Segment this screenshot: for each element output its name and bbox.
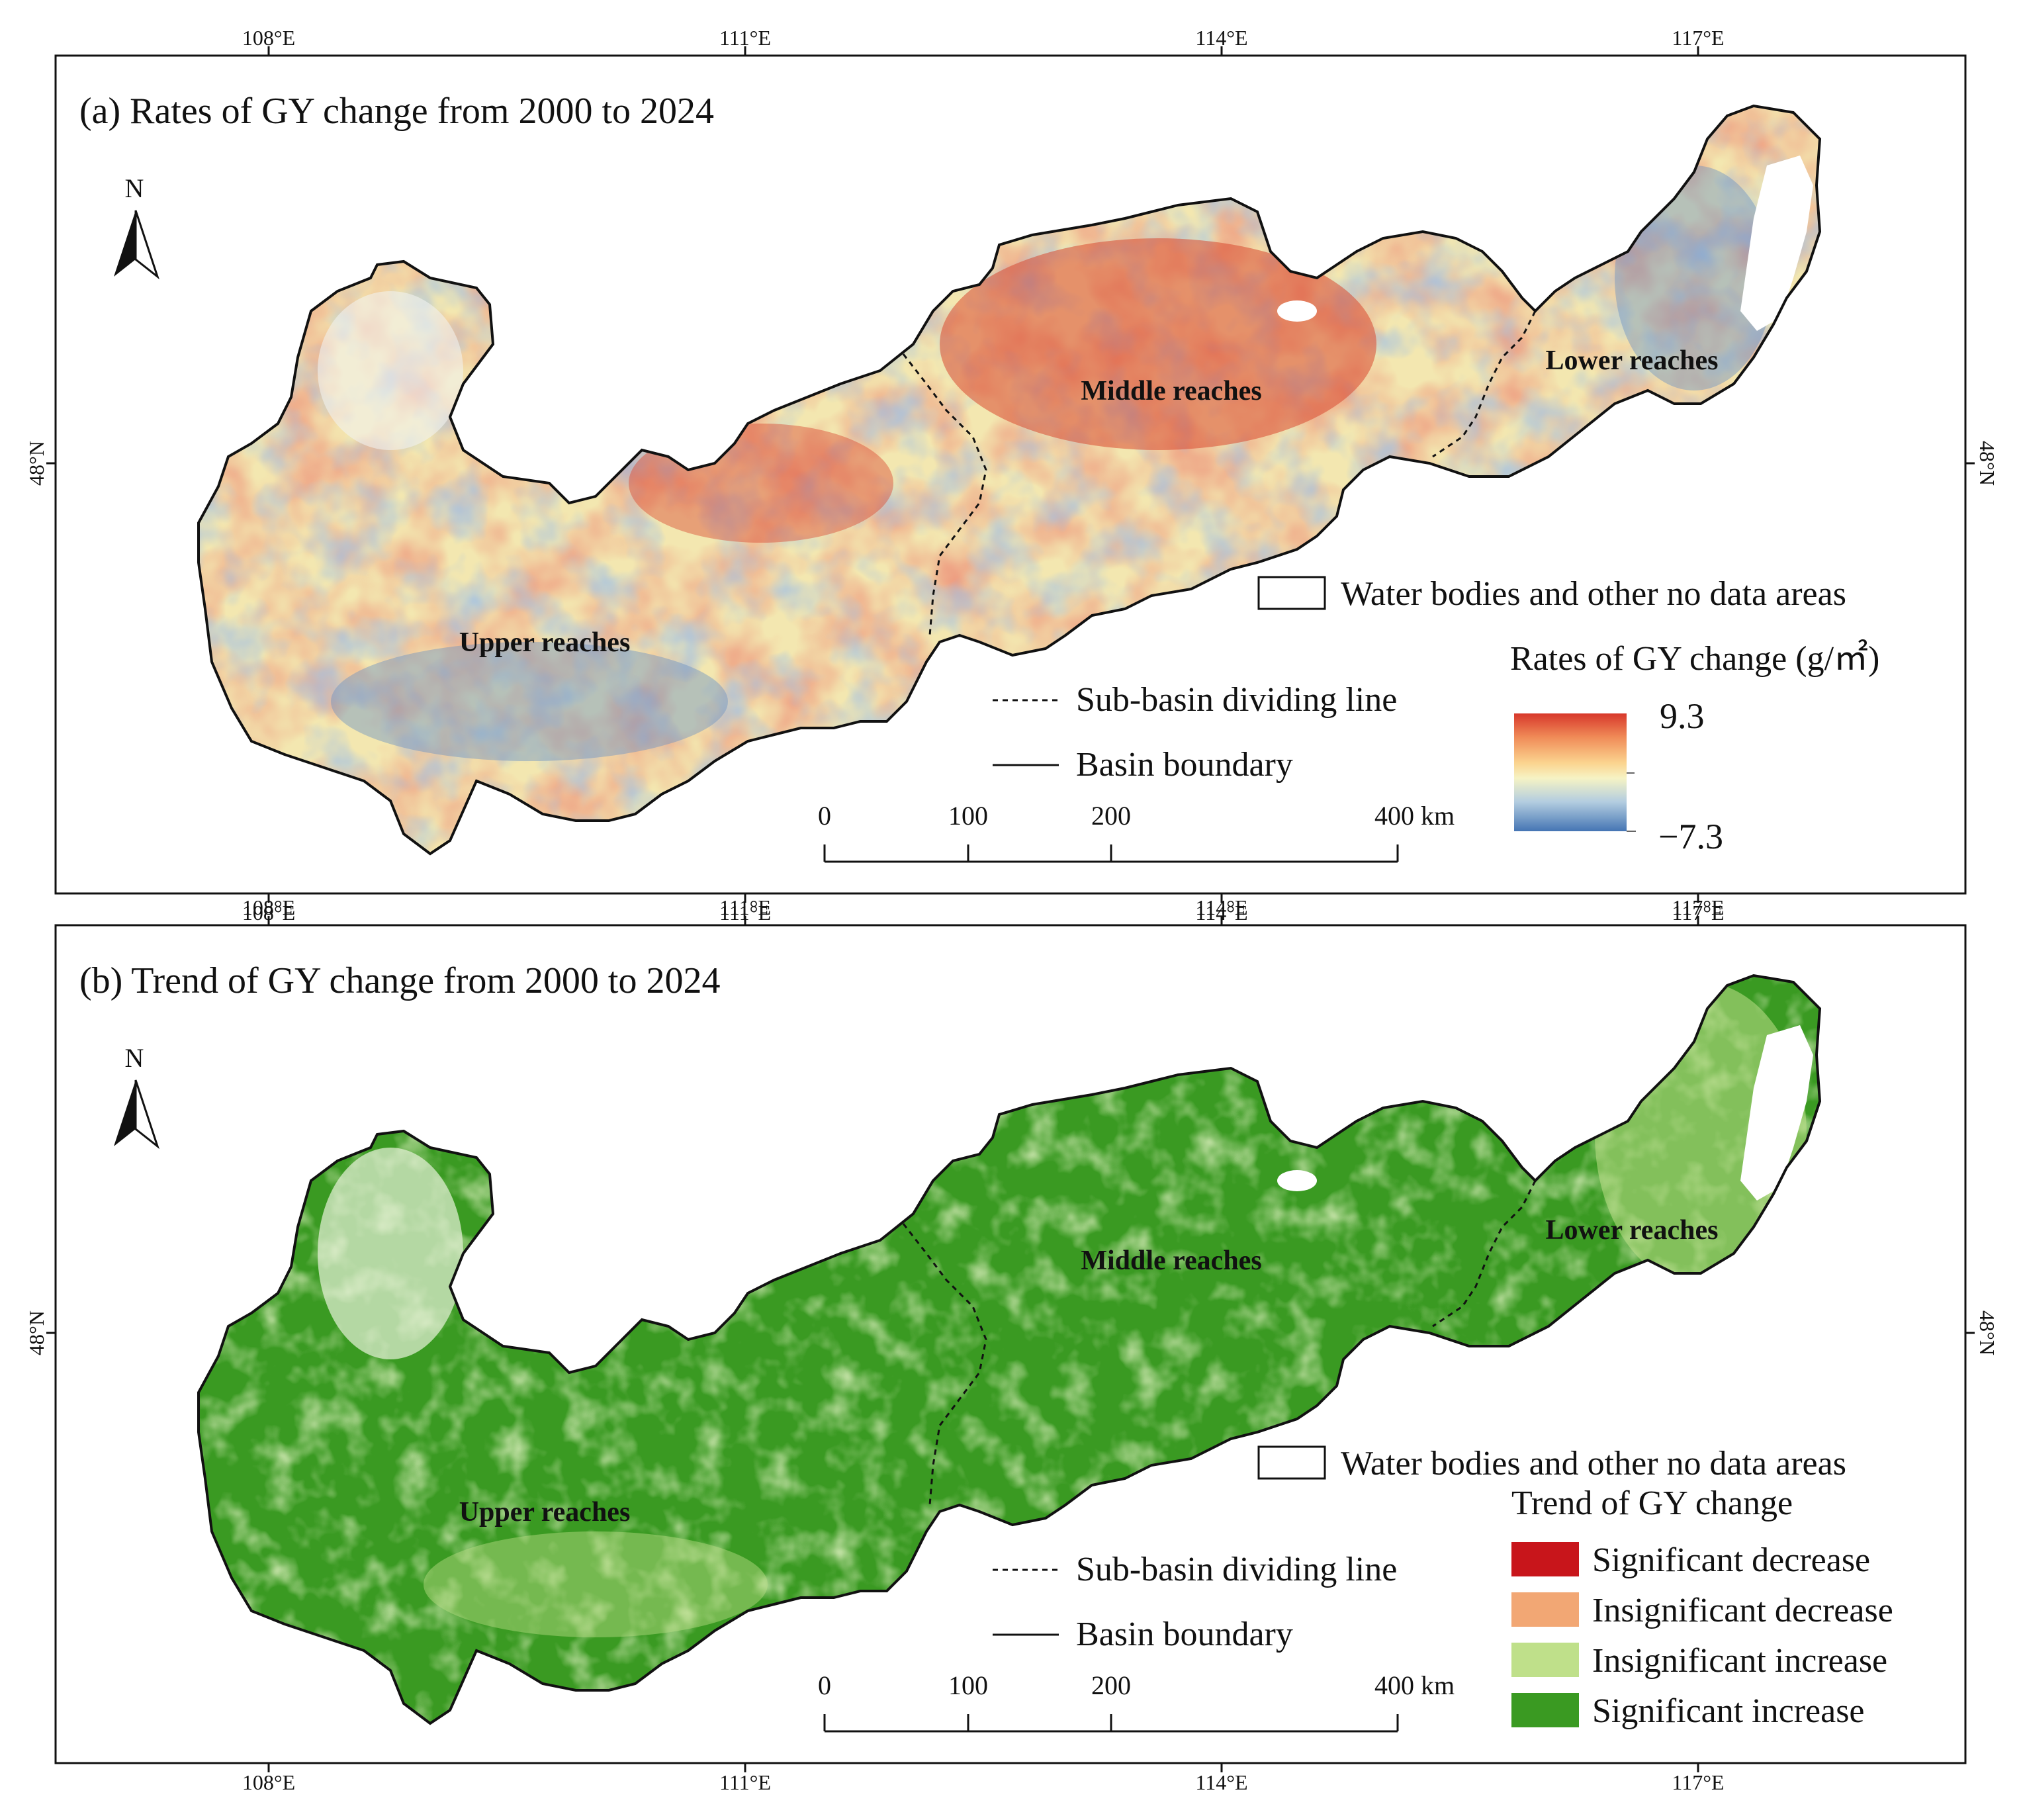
- north-arrow-icon: N: [114, 1043, 159, 1150]
- legend-class-swatch: [1511, 1693, 1579, 1727]
- panel-title: (b) Trend of GY change from 2000 to 2024: [79, 960, 720, 1001]
- lon-label-top: 114°E: [1195, 895, 1247, 919]
- lon-label-top: 114°E: [1195, 26, 1247, 50]
- north-arrow-label: N: [125, 1043, 144, 1073]
- panel-a: 108°E 108°E 111°E 111°E 114°E 114°E 117°E 117°E…: [24, 26, 1999, 925]
- region-label-upper: Upper reaches: [459, 1497, 631, 1527]
- legend-water-swatch: [1257, 576, 1326, 610]
- coolspot-upper: [331, 642, 728, 761]
- scale-bar-tick-label: 100: [948, 1670, 988, 1700]
- lat-label-left: 48°N: [24, 1310, 48, 1355]
- light-northwest: [318, 1148, 463, 1359]
- legend-color-ramp: [1514, 713, 1627, 831]
- lon-label-top: 117°E: [1672, 895, 1724, 919]
- region-label-middle: Middle reaches: [1081, 1246, 1261, 1276]
- lat-label-left: 48°N: [24, 441, 48, 486]
- legend-boundary-label: Basin boundary: [1076, 746, 1293, 784]
- legend-ramp-min: −7.3: [1658, 817, 1723, 856]
- legend-class-swatch: [1511, 1643, 1579, 1677]
- north-arrow-right-half: [134, 1079, 159, 1150]
- lon-label-bottom: 114°E: [1195, 1770, 1247, 1794]
- region-label-middle: Middle reaches: [1081, 376, 1261, 406]
- legend-water-label: Water bodies and other no data areas: [1341, 1445, 1846, 1482]
- legend-ramp-max: 9.3: [1660, 696, 1705, 736]
- panel-title: (a) Rates of GY change from 2000 to 2024: [79, 91, 714, 132]
- scale-bar-tick-label: 0: [818, 1670, 831, 1700]
- scale-bar-end-label: 400 km: [1374, 801, 1455, 831]
- panel-b: 108°E 108°E 111°E 111°E 114°E 114°E 117°E 117°E…: [24, 895, 1999, 1794]
- legend-water-swatch: [1257, 1445, 1326, 1480]
- legend-ramp-title: Rates of GY change (g/㎡): [1510, 639, 1879, 678]
- light-upper: [424, 1531, 768, 1637]
- scale-bar: 0 100 200 400 km: [818, 1670, 1455, 1733]
- lat-label-right: 48°N: [1975, 1310, 1999, 1355]
- region-label-upper: Upper reaches: [459, 627, 631, 658]
- legend-class-swatch: [1511, 1542, 1579, 1576]
- scale-bar-tick-label: 0: [818, 801, 831, 831]
- scale-bar-tick-label: 200: [1091, 801, 1131, 831]
- region-label-lower: Lower reaches: [1546, 345, 1719, 376]
- lon-label-bottom: 117°E: [1672, 1770, 1724, 1794]
- legend-class-label: Insignificant decrease: [1592, 1592, 1893, 1629]
- panel-content: 108°E 108°E 111°E 111°E 114°E 114°E 117°E 117°E…: [24, 895, 1999, 1794]
- scale-bar-end-label: 400 km: [1374, 1670, 1455, 1700]
- legend-class-label: Significant decrease: [1592, 1541, 1870, 1579]
- legend-subbasin-label: Sub-basin dividing line: [1076, 681, 1397, 719]
- lon-label-bottom: 111°E: [719, 1770, 771, 1794]
- coolspot-lower: [1615, 165, 1774, 390]
- water-body-small: [1277, 300, 1317, 322]
- legend-subbasin-label: Sub-basin dividing line: [1076, 1551, 1397, 1588]
- legend-water-label: Water bodies and other no data areas: [1341, 575, 1846, 613]
- sparse-northwest: [318, 291, 463, 450]
- lon-label-top: 108°E: [242, 26, 295, 50]
- north-arrow-label: N: [125, 173, 144, 203]
- hotspot-middle: [940, 238, 1376, 450]
- lon-label-bottom: 108°E: [242, 1770, 295, 1794]
- water-body-small: [1277, 1170, 1317, 1191]
- scale-bar-tick-label: 200: [1091, 1670, 1131, 1700]
- panel-content: 108°E 108°E 111°E 111°E 114°E 114°E 117°E 117°E…: [24, 26, 1999, 925]
- legend-class-label: Insignificant increase: [1592, 1642, 1887, 1680]
- lat-label-right: 48°N: [1975, 441, 1999, 486]
- north-arrow-right-half: [134, 210, 159, 280]
- lon-label-top: 108°E: [242, 895, 295, 919]
- north-arrow-left-half: [114, 210, 136, 277]
- lon-label-top: 111°E: [719, 26, 771, 50]
- scale-bar-tick-label: 100: [948, 801, 988, 831]
- legend-class-label: Significant increase: [1592, 1692, 1865, 1730]
- lon-label-top: 111°E: [719, 895, 771, 919]
- legend-classes-title: Trend of GY change: [1511, 1484, 1793, 1522]
- legend-class-swatch: [1511, 1592, 1579, 1627]
- legend-boundary-label: Basin boundary: [1076, 1615, 1293, 1653]
- region-label-lower: Lower reaches: [1546, 1215, 1719, 1246]
- north-arrow-left-half: [114, 1080, 136, 1146]
- north-arrow-icon: N: [114, 173, 159, 280]
- scale-bar: 0 100 200 400 km: [818, 801, 1455, 863]
- lon-label-top: 117°E: [1672, 26, 1724, 50]
